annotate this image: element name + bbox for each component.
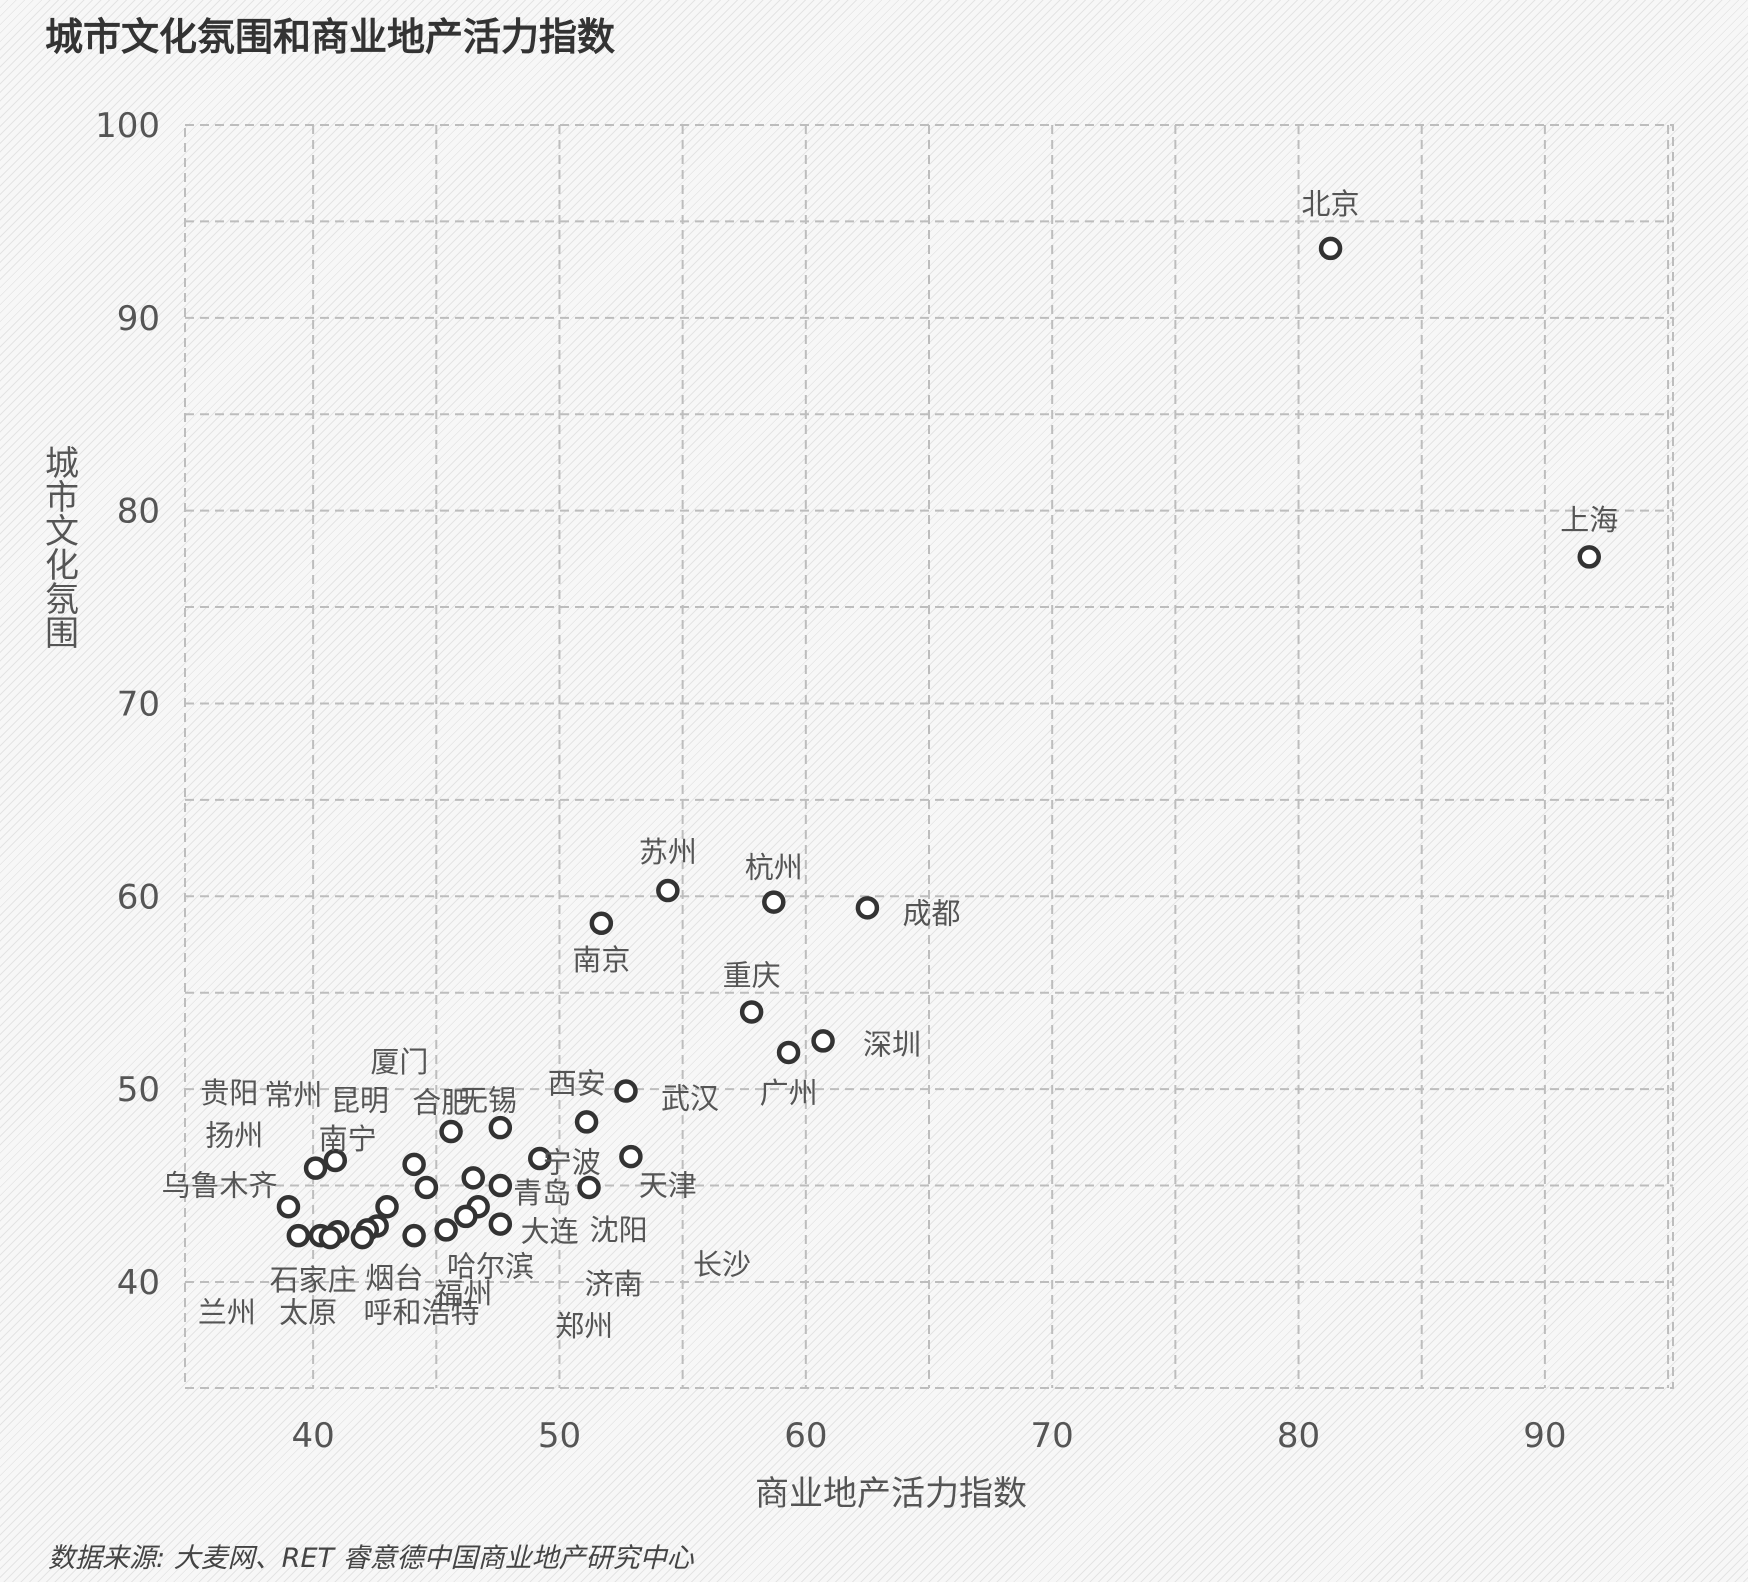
data-point — [762, 890, 786, 914]
y-tick-label: 50 — [117, 1070, 160, 1110]
data-point — [439, 1119, 463, 1144]
data-point — [350, 1225, 375, 1250]
point-label: 大连 — [521, 1215, 579, 1249]
point-label: 重庆 — [723, 958, 781, 992]
y-tick-label: 90 — [117, 299, 160, 339]
data-point — [461, 1166, 485, 1190]
data-point — [323, 1148, 348, 1173]
grid-lines — [184, 124, 1674, 1389]
data-points — [276, 236, 1601, 1250]
x-tick-label: 40 — [291, 1416, 334, 1456]
point-label: 烟台 — [365, 1261, 423, 1295]
data-point — [414, 1175, 439, 1200]
point-label: 苏州 — [639, 835, 697, 869]
data-point — [811, 1029, 835, 1053]
data-point — [1577, 545, 1601, 569]
point-label: 天津 — [639, 1168, 697, 1202]
y-tick-label: 80 — [117, 492, 160, 532]
point-label: 贵阳 — [200, 1076, 258, 1110]
x-tick-label: 90 — [1523, 1416, 1566, 1456]
point-label: 南京 — [572, 943, 630, 977]
point-label: 福州 — [434, 1276, 492, 1310]
data-point — [318, 1225, 343, 1250]
data-point — [574, 1110, 599, 1134]
y-tick-label: 60 — [117, 877, 160, 917]
point-label: 杭州 — [745, 850, 803, 884]
data-point — [434, 1218, 458, 1242]
data-point — [303, 1156, 328, 1180]
source-note: 数据来源: 大麦网、RET 睿意德中国商业地产研究中心 — [48, 1543, 695, 1574]
point-label: 上海 — [1560, 503, 1618, 537]
data-point — [402, 1223, 426, 1248]
x-tick-label: 60 — [784, 1416, 827, 1456]
point-label: 昆明 — [331, 1084, 389, 1118]
point-label: 扬州 — [205, 1118, 263, 1152]
x-tick-label: 70 — [1031, 1416, 1074, 1456]
point-label: 厦门 — [370, 1045, 428, 1079]
data-point — [276, 1194, 301, 1219]
point-label: 南宁 — [319, 1122, 377, 1156]
point-label: 无锡 — [459, 1084, 517, 1118]
point-label: 深圳 — [863, 1028, 921, 1062]
data-point — [375, 1194, 399, 1219]
data-point — [488, 1115, 513, 1140]
x-tick-label: 50 — [538, 1416, 581, 1456]
x-tick-label: 80 — [1277, 1416, 1320, 1456]
point-label: 呼和浩特 — [363, 1296, 479, 1330]
point-label: 合肥 — [412, 1086, 470, 1120]
data-point — [855, 896, 880, 920]
data-point — [619, 1144, 643, 1169]
point-label: 沈阳 — [590, 1213, 648, 1247]
y-tick-label: 70 — [117, 684, 160, 724]
data-point — [454, 1204, 478, 1229]
data-point — [402, 1152, 426, 1177]
data-point — [1318, 236, 1343, 261]
y-axis-label: 城市文化氛围 — [45, 444, 79, 654]
point-label: 石家庄 — [270, 1263, 357, 1297]
point-label: 宁波 — [543, 1145, 601, 1179]
data-point — [528, 1146, 552, 1171]
point-label: 济南 — [585, 1267, 643, 1301]
data-point — [577, 1175, 601, 1200]
point-label: 北京 — [1302, 187, 1360, 221]
point-label: 郑州 — [555, 1309, 613, 1343]
y-tick-label: 100 — [95, 106, 160, 146]
data-point — [589, 911, 614, 936]
chart-title: 城市文化氛围和商业地产活力指数 — [45, 15, 615, 59]
point-label: 哈尔滨 — [447, 1249, 534, 1283]
point-label: 成都 — [902, 897, 960, 931]
data-point — [488, 1173, 513, 1198]
point-label: 兰州 — [198, 1296, 256, 1330]
point-label: 青岛 — [513, 1176, 571, 1210]
data-point — [614, 1079, 638, 1103]
data-point — [488, 1212, 513, 1236]
x-axis-label: 商业地产活力指数 — [755, 1474, 1027, 1514]
data-point — [776, 1040, 801, 1065]
data-point — [286, 1223, 311, 1248]
point-label: 西安 — [548, 1066, 606, 1100]
y-tick-label: 40 — [117, 1263, 160, 1303]
point-label: 常州 — [264, 1078, 322, 1112]
point-label: 太原 — [279, 1296, 337, 1330]
data-point — [656, 878, 680, 903]
data-point — [739, 1000, 764, 1024]
axis-ticks: 40 50 60 70 80 90 40 50 60 70 80 90 100 — [95, 106, 1566, 1456]
point-label: 长沙 — [693, 1248, 751, 1282]
point-label: 广州 — [760, 1076, 818, 1110]
point-label: 乌鲁木齐 — [161, 1168, 277, 1202]
point-label: 武汉 — [661, 1082, 719, 1116]
